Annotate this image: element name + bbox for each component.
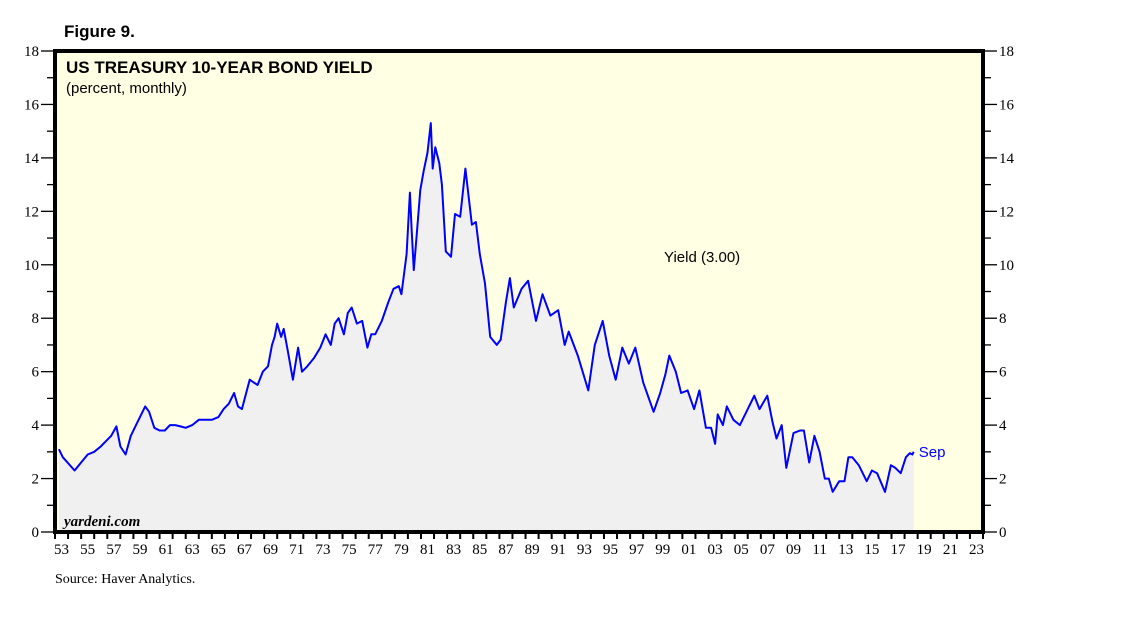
x-tick-label: 87 — [498, 542, 514, 558]
x-tick-label: 05 — [734, 542, 749, 558]
x-tick-label: 71 — [289, 542, 304, 558]
y-tick-label-right: 12 — [999, 204, 1014, 220]
x-tick-label: 97 — [629, 542, 645, 558]
y-tick-label-right: 0 — [999, 525, 1007, 541]
y-tick-label-left: 2 — [32, 472, 40, 488]
y-tick-label-left: 12 — [24, 204, 39, 220]
yield-line — [58, 122, 915, 493]
y-tick-label-right: 10 — [999, 258, 1014, 274]
y-tick-label-left: 4 — [32, 418, 40, 434]
plot-frame — [53, 49, 985, 534]
x-tick-label: 13 — [838, 542, 853, 558]
x-tick-label: 85 — [472, 542, 487, 558]
x-tick-label: 95 — [603, 542, 618, 558]
x-tick-label: 83 — [446, 542, 461, 558]
legend-series-label: Yield (3.00) — [664, 249, 740, 266]
x-tick-label: 75 — [342, 542, 357, 558]
source-note: Source: Haver Analytics. — [55, 572, 196, 587]
x-tick-label: 57 — [106, 542, 122, 558]
x-tick-label: 93 — [577, 542, 592, 558]
figure-label: Figure 9. — [64, 22, 135, 41]
x-tick-label: 53 — [54, 542, 69, 558]
x-tick-label: 99 — [655, 542, 670, 558]
x-tick-label: 69 — [263, 542, 278, 558]
x-tick-label: 89 — [525, 542, 540, 558]
x-tick-label: 61 — [159, 542, 174, 558]
chart-title: US TREASURY 10-YEAR BOND YIELD — [66, 58, 373, 77]
x-tick-label: 17 — [891, 542, 907, 558]
y-tick-label-left: 0 — [32, 525, 40, 541]
x-tick-label: 55 — [80, 542, 95, 558]
y-tick-label-right: 14 — [999, 151, 1015, 167]
x-tick-label: 59 — [132, 542, 147, 558]
y-tick-label-left: 6 — [32, 365, 40, 381]
x-tick-label: 07 — [760, 542, 776, 558]
y-tick-label-left: 8 — [32, 311, 40, 327]
x-tick-label: 67 — [237, 542, 253, 558]
x-tick-label: 11 — [812, 542, 826, 558]
x-tick-label: 77 — [368, 542, 384, 558]
x-tick-label: 63 — [185, 542, 200, 558]
y-tick-label-right: 2 — [999, 472, 1007, 488]
y-tick-label-left: 18 — [24, 44, 39, 60]
y-tick-label-left: 14 — [24, 151, 40, 167]
x-tick-label: 65 — [211, 542, 226, 558]
x-tick-label: 21 — [943, 542, 958, 558]
watermark: yardeni.com — [62, 514, 140, 530]
x-tick-label: 19 — [917, 542, 932, 558]
y-tick-label-right: 16 — [999, 97, 1015, 113]
y-tick-label-left: 16 — [24, 97, 40, 113]
x-tick-label: 91 — [551, 542, 566, 558]
x-tick-label: 03 — [708, 542, 723, 558]
axes: 0 0 2 2 4 4 6 6 8 8 10 10 12 12 14 14 16 16 18 18 53 55 57 59 61… — [24, 44, 1015, 558]
yield-area-fill — [58, 123, 914, 532]
x-tick-label: 79 — [394, 542, 409, 558]
x-tick-label: 81 — [420, 542, 435, 558]
x-tick-label: 73 — [315, 542, 330, 558]
y-tick-label-right: 6 — [999, 365, 1007, 381]
y-tick-label-right: 4 — [999, 418, 1007, 434]
x-tick-label: 15 — [864, 542, 879, 558]
y-tick-label-left: 10 — [24, 258, 39, 274]
x-tick-label: 23 — [969, 542, 984, 558]
series-end-label: Sep — [919, 444, 946, 461]
y-tick-label-right: 8 — [999, 311, 1007, 327]
x-tick-label: 01 — [681, 542, 696, 558]
chart-subtitle: (percent, monthly) — [66, 80, 187, 97]
x-tick-label: 09 — [786, 542, 801, 558]
y-tick-label-right: 18 — [999, 44, 1014, 60]
